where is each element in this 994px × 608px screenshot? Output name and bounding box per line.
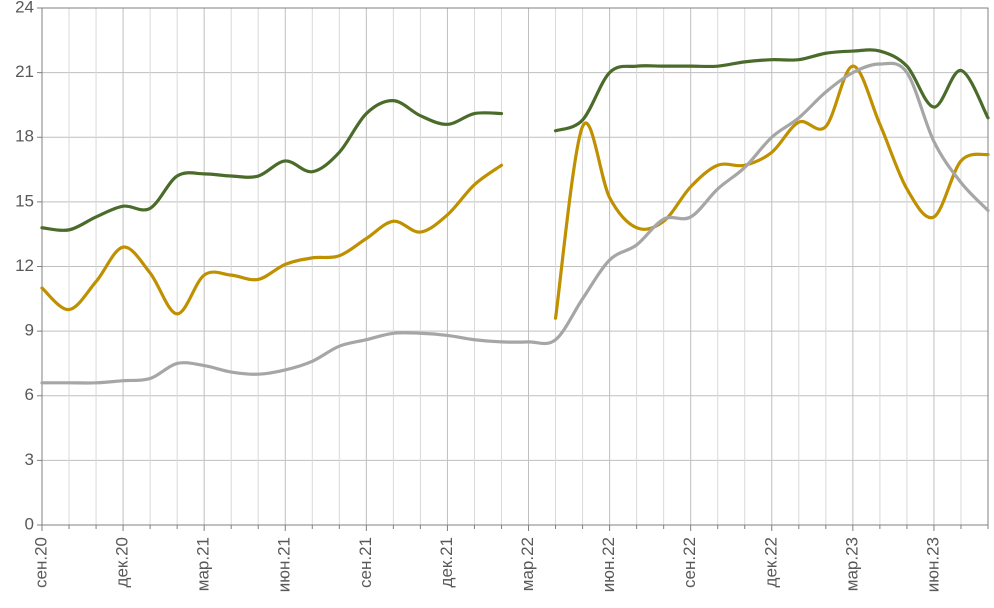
series-gold	[42, 165, 501, 314]
gridlines	[42, 8, 988, 525]
x-tick-label: сен.22	[680, 537, 699, 588]
x-tick-label: сен.20	[31, 537, 50, 588]
y-tick-label: 24	[15, 0, 34, 16]
x-tick-label: сен.21	[356, 537, 375, 588]
chart-svg: 03691215182124сен.20дек.20мар.21июн.21се…	[0, 0, 994, 608]
y-axis: 0 3 6 9 12 15 18 21 24	[15, 0, 42, 533]
x-tick-label: мар.21	[194, 537, 213, 591]
x-axis: сен.20 дек.20 мар.21 июн.21 сен.21 дек.21 мар.…	[31, 525, 988, 592]
y-tick-label: 21	[15, 62, 34, 81]
x-tick-label: дек.21	[437, 537, 456, 587]
y-tick-label: 9	[25, 321, 34, 340]
series-group	[42, 50, 988, 383]
y-tick-label: 12	[15, 256, 34, 275]
y-tick-label: 0	[25, 514, 34, 533]
x-tick-label: мар.23	[842, 537, 861, 591]
series-green	[42, 101, 501, 231]
x-tick-label: июн.22	[599, 537, 618, 592]
y-tick-label: 18	[15, 127, 34, 146]
x-tick-label: июн.21	[275, 537, 294, 592]
line-chart: 03691215182124сен.20дек.20мар.21июн.21се…	[0, 0, 994, 608]
x-tick-label: мар.22	[518, 537, 537, 591]
x-tick-label: дек.20	[113, 537, 132, 587]
x-tick-label: дек.22	[761, 537, 780, 587]
series-grey	[42, 63, 988, 383]
y-tick-label: 15	[15, 191, 34, 210]
y-tick-label: 6	[25, 385, 34, 404]
y-tick-label: 3	[25, 450, 34, 469]
x-tick-label: июн.23	[923, 537, 942, 592]
